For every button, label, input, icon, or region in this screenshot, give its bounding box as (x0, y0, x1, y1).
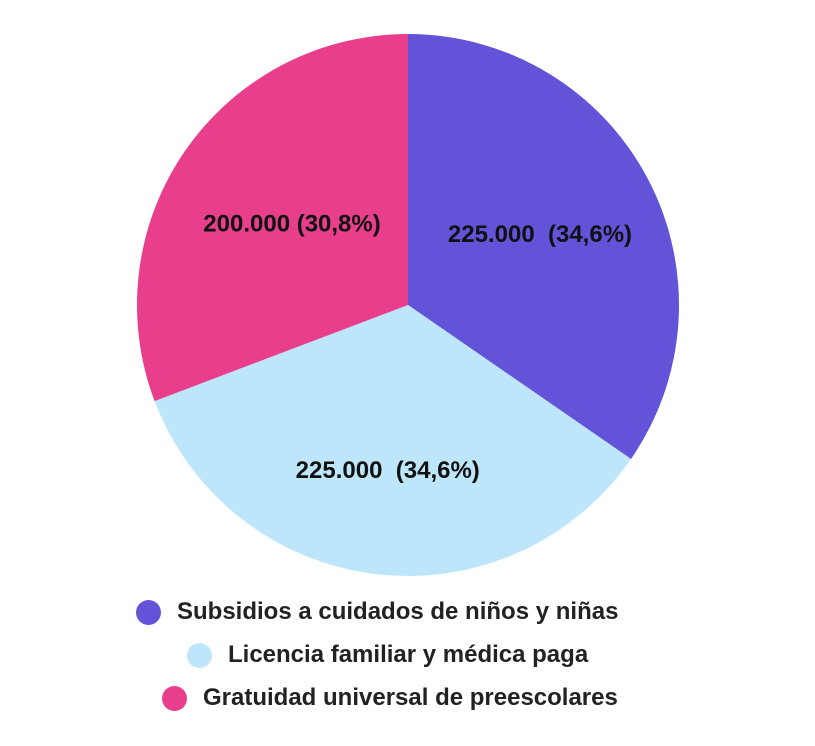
legend-label-gratuidad: Gratuidad universal de preescolares (203, 684, 618, 711)
legend-swatch-gratuidad (162, 685, 187, 711)
data-label-licencia: 225.000 (34,6%) (296, 457, 480, 484)
pie-data-labels: 225.000 (34,6%) 225.000 (34,6%) 200.000 (3… (203, 210, 632, 484)
pie-slices (136, 34, 679, 576)
legend-label-licencia: Licencia familiar y médica paga (228, 641, 589, 668)
legend-item-licencia[interactable]: Licencia familiar y médica paga (187, 635, 588, 675)
pie-slice-gratuidad[interactable] (136, 34, 408, 402)
legend-swatch-subsidios (136, 599, 161, 625)
data-label-gratuidad: 200.000 (30,8%) (203, 210, 380, 237)
legend-label-subsidios: Subsidios a cuidados de niños y niñas (177, 598, 619, 625)
data-label-subsidios: 225.000 (34,6%) (448, 221, 632, 248)
legend-item-subsidios[interactable]: Subsidios a cuidados de niños y niñas (136, 592, 618, 632)
pie-slice-licencia[interactable] (154, 305, 632, 576)
legend-item-gratuidad[interactable]: Gratuidad universal de preescolares (162, 678, 618, 718)
legend-swatch-licencia (187, 642, 212, 668)
pie-slice-subsidios[interactable] (408, 34, 679, 459)
